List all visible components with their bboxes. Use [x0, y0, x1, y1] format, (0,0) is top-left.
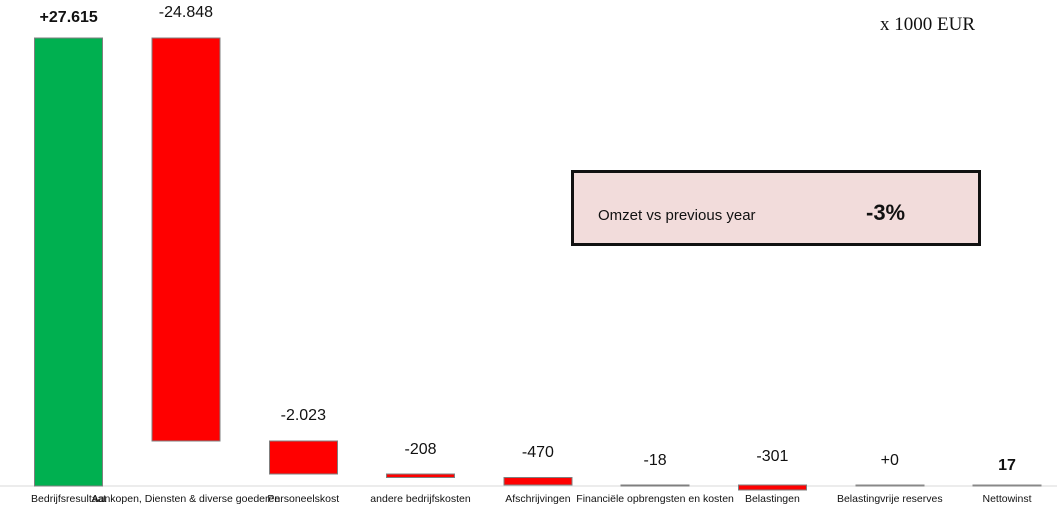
waterfall-bar: [972, 484, 1042, 487]
kpi-label: Omzet vs previous year: [598, 207, 756, 224]
category-label: Belastingvrije reserves: [837, 493, 943, 505]
waterfall-bar: [34, 37, 104, 487]
unit-label: x 1000 EUR: [880, 14, 975, 35]
waterfall-bar: [620, 484, 690, 487]
kpi-value: -3%: [866, 200, 906, 225]
data-label: +27.615: [40, 9, 98, 26]
category-label: Personeelskost: [267, 493, 339, 505]
category-label: andere bedrijfskosten: [370, 493, 471, 505]
waterfall-bar: [151, 37, 221, 442]
category-label: Financiële opbrengsten en kosten: [576, 493, 734, 505]
data-label: +0: [881, 452, 899, 469]
waterfall-bar: [737, 484, 807, 491]
category-label: Afschrijvingen: [505, 493, 571, 505]
data-label: -301: [756, 448, 788, 465]
category-label: Bedrijfsresultaat: [31, 493, 106, 505]
waterfall-bar: [386, 473, 455, 478]
waterfall-bar: [855, 484, 925, 487]
category-label: Belastingen: [745, 493, 800, 505]
data-label: -208: [404, 441, 436, 458]
bars-layer: [34, 37, 1042, 491]
waterfall-bar: [268, 440, 338, 475]
value-labels-layer: +27.615 -24.848 -2.023 -208 -470 -18 -301 +0 17: [40, 4, 1016, 474]
category-label: Aankopen, Diensten & diverse goederen: [92, 493, 281, 505]
data-label: -2.023: [281, 407, 326, 424]
category-label: Nettowinst: [982, 493, 1031, 505]
kpi-callout-box: Omzet vs previous year -3%: [571, 170, 981, 246]
data-label: -24.848: [159, 4, 213, 21]
data-label: 17: [998, 457, 1016, 474]
data-label: -18: [644, 452, 667, 469]
waterfall-bar: [503, 476, 573, 486]
data-label: -470: [522, 444, 554, 461]
